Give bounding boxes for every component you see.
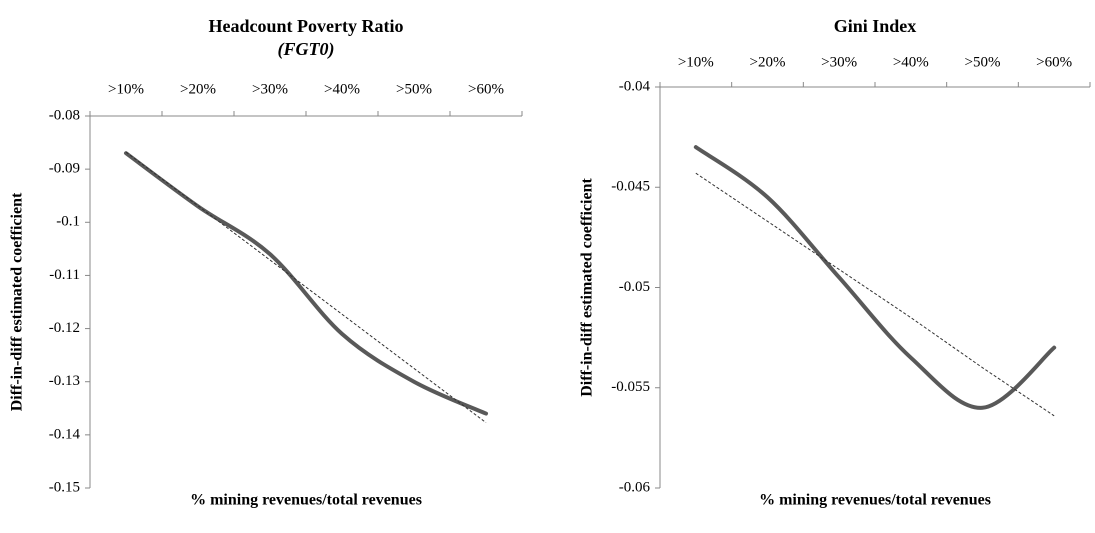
x-tick-label: >10% bbox=[678, 54, 714, 70]
x-tick-label: >30% bbox=[821, 54, 857, 70]
x-axis-label: % mining revenues/total revenues bbox=[759, 492, 991, 509]
y-tick-label: -0.12 bbox=[49, 320, 80, 336]
y-tick-label: -0.15 bbox=[49, 479, 80, 495]
y-tick-label: -0.05 bbox=[619, 279, 650, 295]
y-tick-label: -0.09 bbox=[49, 161, 80, 177]
chart-title: Gini Index bbox=[834, 16, 917, 36]
x-axis-label: % mining revenues/total revenues bbox=[190, 492, 422, 509]
y-tick-label: -0.13 bbox=[49, 373, 80, 389]
data-line bbox=[693, 145, 1057, 410]
chart-subtitle: (FGT0) bbox=[278, 39, 335, 60]
y-tick-label: -0.045 bbox=[611, 179, 650, 195]
x-tick-label: >30% bbox=[252, 81, 288, 97]
x-tick-label: >20% bbox=[180, 81, 216, 97]
y-tick-label: -0.04 bbox=[619, 78, 651, 94]
x-tick-label: >50% bbox=[396, 81, 432, 97]
x-tick-label: >40% bbox=[893, 54, 929, 70]
x-tick-label: >50% bbox=[965, 54, 1001, 70]
x-tick-label: >10% bbox=[108, 81, 144, 97]
y-tick-label: -0.14 bbox=[49, 426, 81, 442]
data-line bbox=[124, 151, 488, 416]
x-tick-label: >60% bbox=[468, 81, 504, 97]
y-axis-label: Diff-in-diff estimated coefficient bbox=[579, 178, 596, 397]
y-tick-label: -0.11 bbox=[49, 267, 80, 283]
trend-line bbox=[695, 172, 1055, 417]
trend-line bbox=[125, 151, 487, 424]
x-tick-label: >20% bbox=[750, 54, 786, 70]
x-tick-label: >40% bbox=[324, 81, 360, 97]
y-tick-label: -0.1 bbox=[56, 214, 80, 230]
chart-title: Headcount Poverty Ratio bbox=[209, 16, 404, 36]
y-tick-label: -0.055 bbox=[611, 379, 650, 395]
x-tick-label: >60% bbox=[1036, 54, 1072, 70]
y-tick-label: -0.08 bbox=[49, 107, 80, 123]
y-axis-label: Diff-in-diff estimated coefficient bbox=[9, 192, 26, 411]
y-tick-label: -0.06 bbox=[619, 479, 651, 495]
